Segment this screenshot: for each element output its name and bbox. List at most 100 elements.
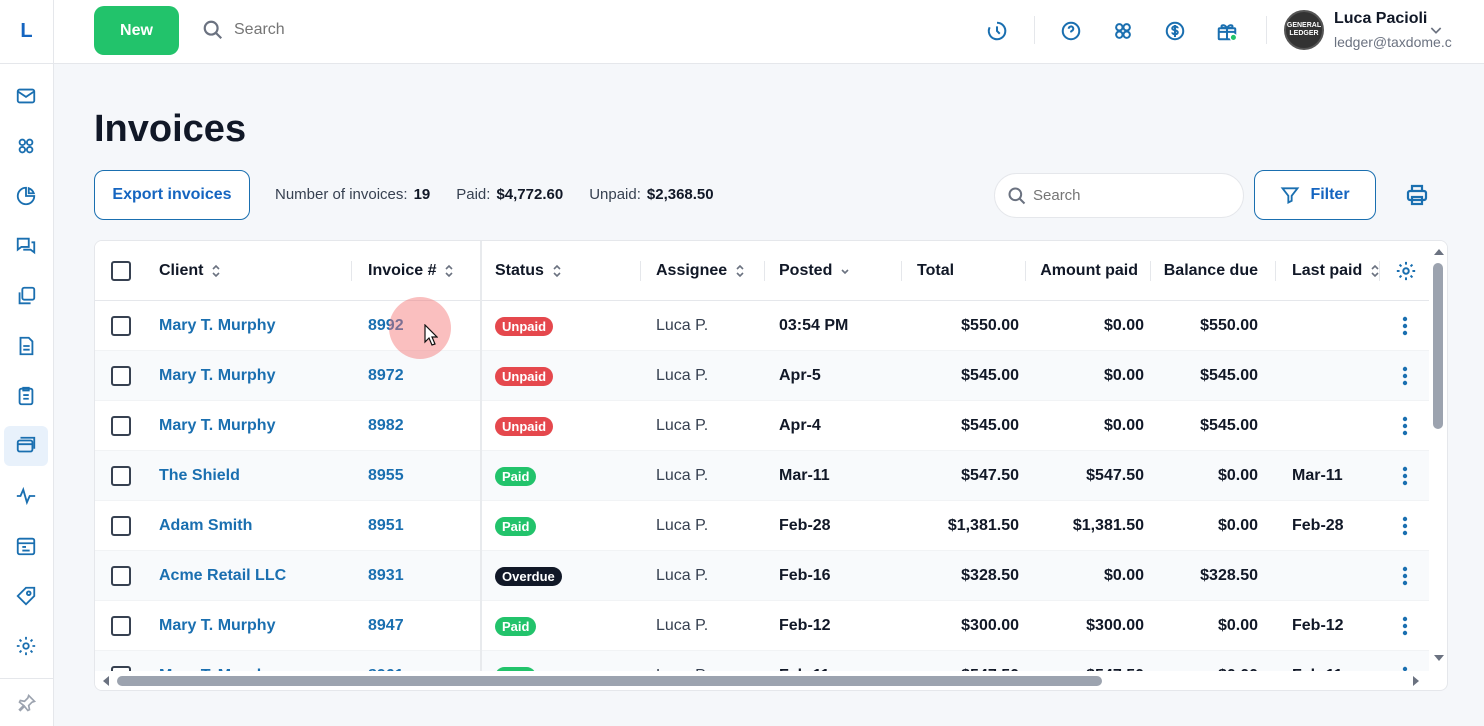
scroll-left-arrow[interactable] — [103, 676, 109, 686]
row-checkbox[interactable] — [111, 466, 131, 486]
col-posted[interactable]: Posted — [779, 241, 850, 301]
scroll-right-arrow[interactable] — [1413, 676, 1419, 686]
invoice-number-link[interactable]: 8982 — [368, 417, 404, 434]
col-total[interactable]: Total — [917, 241, 954, 301]
sidebar-item-inbox[interactable] — [4, 76, 48, 116]
client-link[interactable]: Mary T. Murphy — [159, 617, 276, 634]
column-settings-button[interactable] — [1395, 241, 1417, 301]
invoice-search[interactable] — [994, 173, 1244, 218]
invoice-number-link[interactable]: 8931 — [368, 567, 404, 584]
table-row[interactable]: Mary T. Murphy 8982 Unpaid Luca P. Apr-4 $545… — [95, 401, 1429, 451]
posted-cell: Mar-11 — [779, 467, 830, 484]
frozen-column-divider — [480, 241, 482, 690]
invoices-table: Client Invoice # Status Assignee Posted … — [94, 240, 1448, 691]
user-name[interactable]: Luca Pacioli — [1334, 10, 1428, 27]
row-actions-button[interactable] — [1395, 601, 1415, 651]
row-checkbox[interactable] — [111, 616, 131, 636]
export-invoices-button[interactable]: Export invoices — [94, 170, 250, 220]
col-balance-due[interactable]: Balance due — [1150, 241, 1258, 301]
row-actions-button[interactable] — [1395, 351, 1415, 401]
table-row[interactable]: The Shield 8955 Paid Luca P. Mar-11 $547.50 $5… — [95, 451, 1429, 501]
time-tracker-button[interactable] — [984, 18, 1010, 44]
sort-icon — [1371, 264, 1379, 278]
col-client[interactable]: Client — [159, 241, 221, 301]
col-assignee-label: Assignee — [656, 262, 728, 279]
row-actions-button[interactable] — [1395, 401, 1415, 451]
total-cell: $545.00 — [961, 367, 1019, 384]
table-row[interactable]: Mary T. Murphy 8947 Paid Luca P. Feb-12 $300.… — [95, 601, 1429, 651]
sidebar-item-calendar[interactable] — [4, 526, 48, 566]
amount-paid-cell: $0.00 — [1103, 417, 1144, 434]
client-link[interactable]: Mary T. Murphy — [159, 317, 276, 334]
select-all-checkbox[interactable] — [111, 261, 131, 281]
sidebar-item-billing[interactable] — [4, 426, 48, 466]
scroll-down-arrow[interactable] — [1434, 655, 1444, 661]
sidebar-item-chats[interactable] — [4, 226, 48, 266]
sidebar-item-tasks[interactable] — [4, 376, 48, 416]
invoice-number-link[interactable]: 8972 — [368, 367, 404, 384]
vertical-scroll-thumb[interactable] — [1433, 263, 1443, 429]
row-checkbox[interactable] — [111, 416, 131, 436]
row-checkbox[interactable] — [111, 316, 131, 336]
filter-button[interactable]: Filter — [1254, 170, 1376, 220]
app-logo[interactable]: L — [0, 0, 53, 64]
table-row[interactable]: Adam Smith 8951 Paid Luca P. Feb-28 $1,381.50… — [95, 501, 1429, 551]
row-checkbox[interactable] — [111, 516, 131, 536]
global-search-input[interactable] — [234, 21, 434, 39]
sidebar-item-documents[interactable] — [4, 276, 48, 316]
col-amount-paid[interactable]: Amount paid — [1025, 241, 1138, 301]
posted-cell: 03:54 PM — [779, 317, 849, 334]
gift-icon — [1217, 24, 1238, 42]
invoice-number-link[interactable]: 8992 — [368, 317, 404, 334]
row-actions-button[interactable] — [1395, 501, 1415, 551]
client-link[interactable]: Adam Smith — [159, 517, 253, 534]
row-actions-button[interactable] — [1395, 301, 1415, 351]
row-actions-button[interactable] — [1395, 551, 1415, 601]
horizontal-scroll-thumb[interactable] — [117, 676, 1102, 686]
paid-value: $4,772.60 — [496, 186, 564, 203]
community-button[interactable] — [1110, 18, 1136, 44]
col-assignee[interactable]: Assignee — [656, 241, 745, 301]
file-icon — [19, 336, 34, 356]
print-button[interactable] — [1402, 180, 1432, 210]
status-cell: Paid — [495, 601, 537, 651]
status-badge: Unpaid — [495, 366, 554, 386]
horizontal-scrollbar[interactable] — [95, 671, 1429, 690]
sidebar-item-reports[interactable] — [4, 176, 48, 216]
col-status[interactable]: Status — [495, 241, 562, 301]
invoice-number-link[interactable]: 8955 — [368, 467, 404, 484]
chevron-down-icon[interactable] — [1428, 22, 1444, 38]
clock-icon — [987, 21, 1007, 41]
user-email: ledger@taxdome.com — [1334, 34, 1452, 50]
whats-new-button[interactable] — [1214, 18, 1240, 44]
global-search[interactable] — [202, 14, 462, 46]
client-link[interactable]: Acme Retail LLC — [159, 567, 287, 584]
col-invoice-number[interactable]: Invoice # — [368, 241, 454, 301]
help-button[interactable] — [1058, 18, 1084, 44]
invoice-number-link[interactable]: 8947 — [368, 617, 404, 634]
table-row[interactable]: Mary T. Murphy 8992 Unpaid Luca P. 03:54 PM $… — [95, 301, 1429, 351]
sidebar-item-marketplace[interactable] — [4, 576, 48, 616]
row-actions-button[interactable] — [1395, 451, 1415, 501]
sidebar-item-activity[interactable] — [4, 476, 48, 516]
sidebar-item-settings[interactable] — [4, 626, 48, 666]
new-button[interactable]: New — [94, 6, 179, 55]
invoice-number-link[interactable]: 8951 — [368, 517, 404, 534]
col-last-paid[interactable]: Last paid — [1292, 241, 1380, 301]
pin-sidebar-button[interactable] — [0, 678, 54, 726]
scroll-up-arrow[interactable] — [1434, 249, 1444, 255]
client-link[interactable]: Mary T. Murphy — [159, 417, 276, 434]
sidebar-item-files[interactable] — [4, 326, 48, 366]
billing-button[interactable] — [1162, 18, 1188, 44]
row-checkbox[interactable] — [111, 566, 131, 586]
client-link[interactable]: The Shield — [159, 467, 240, 484]
table-row[interactable]: Mary T. Murphy 8972 Unpaid Luca P. Apr-5 $545… — [95, 351, 1429, 401]
table-row[interactable]: Acme Retail LLC 8931 Overdue Luca P. Feb-16 $… — [95, 551, 1429, 601]
row-checkbox[interactable] — [111, 366, 131, 386]
avatar[interactable]: GENERAL LEDGER — [1284, 10, 1324, 50]
col-divider — [1150, 261, 1151, 281]
client-link[interactable]: Mary T. Murphy — [159, 367, 276, 384]
sidebar-item-contacts[interactable] — [4, 126, 48, 166]
invoice-search-input[interactable] — [1033, 187, 1223, 204]
vertical-scrollbar[interactable] — [1429, 241, 1447, 681]
